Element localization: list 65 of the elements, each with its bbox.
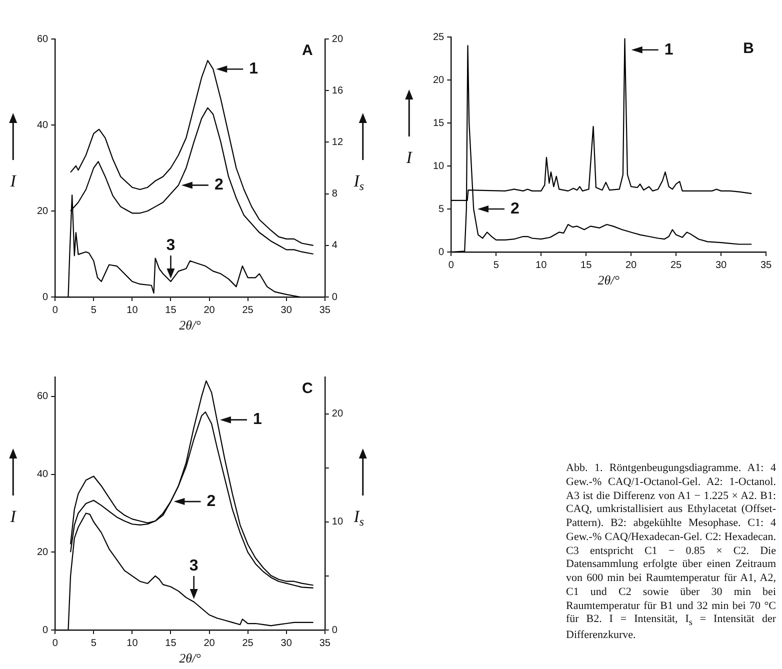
x-tick-label: 25 [242, 638, 254, 649]
x-tick-label: 10 [536, 260, 548, 271]
x-tick-label: 15 [165, 304, 177, 316]
y2-tick-label: 20 [332, 34, 344, 45]
x-tick-label: 20 [625, 260, 638, 271]
y2-tick-label: 10 [332, 516, 344, 528]
x-axis-title: 2θ/° [598, 272, 620, 288]
x-tick-label: 0 [448, 260, 454, 271]
y-tick-label: 25 [433, 32, 445, 43]
x-tick-label: 25 [670, 260, 682, 271]
y-axis-title: I [9, 171, 18, 190]
y-tick-label: 10 [433, 160, 445, 172]
x-tick-label: 30 [715, 260, 728, 271]
annotation: 3 [189, 557, 198, 574]
annotation: 1 [252, 411, 262, 428]
annotation: 1 [249, 60, 258, 78]
x-tick-label: 25 [242, 304, 254, 316]
y2-tick-label: 12 [332, 136, 344, 148]
x-tick-label: 20 [204, 304, 216, 316]
x-tick-label: 35 [760, 260, 772, 271]
x-tick-label: 30 [280, 304, 292, 316]
x-tick-label: 5 [493, 260, 500, 271]
x-tick-label: 10 [126, 304, 138, 316]
x-tick-label: 30 [280, 638, 292, 649]
y-tick-label: 0 [42, 292, 49, 303]
y-tick-label: 40 [37, 120, 49, 131]
y-tick-label: 20 [37, 546, 49, 558]
annotation: B [743, 40, 754, 58]
y-axis-title: I [405, 148, 414, 167]
annotation: 2 [214, 176, 224, 194]
annotation: C [302, 380, 314, 398]
annotation: 2 [206, 492, 216, 510]
annotation: 2 [510, 200, 520, 218]
x-tick-label: 5 [90, 304, 97, 316]
x-tick-label: 0 [52, 638, 58, 649]
x-tick-label: 15 [165, 638, 177, 649]
y2-tick-label: 20 [332, 408, 344, 420]
y2-tick-label: 0 [332, 624, 338, 636]
y2-tick-label: 8 [332, 188, 338, 200]
y2-tick-label: 16 [332, 85, 344, 96]
annotation: 1 [664, 41, 674, 58]
y-tick-label: 15 [433, 118, 445, 129]
y-tick-label: 0 [42, 624, 49, 636]
y-tick-label: 20 [433, 74, 445, 86]
x-tick-label: 20 [204, 638, 216, 649]
y-tick-label: 0 [438, 246, 445, 258]
x-tick-label: 35 [319, 638, 331, 649]
x-axis-title: 2θ/° [179, 650, 201, 666]
x-tick-label: 35 [319, 304, 331, 316]
x-axis-title: 2θ/° [179, 317, 201, 332]
x-tick-label: 5 [90, 638, 97, 649]
text: Abb. 1. Röntgenbeugungsdiagramme. A1: 4 Gew.-% CAQ/1-Octanol-Gel. A2: 1-Octanol. A3 ist die Differenz von A1 − 1.225 × A2. B1: CAQ, umkristallisiert aus Ethylacetat (Offset-Pattern). B2: abgekühlte Mesophase. C1: 4 Gew.-% CAQ/Hexadecan-Gel. C2: Hexadecan. C3 entspricht C1 − 0.85 × C2. Die Datensammlung erfolgte über einen Zeitraum von 600 min bei Raumtemperatur für A1, A2, C1 und C2 sowie über 30 min bei Raumtemperatur für B1 und 32 min bei 70 °C für B2. I = Intensität, I$_{s}$ = Intensität der Differenzkurve. [566, 462, 776, 641]
y-tick-label: 20 [37, 206, 49, 217]
y-tick-label: 5 [438, 204, 445, 215]
y-tick-label: 40 [37, 469, 49, 480]
y2-tick-label: 4 [332, 240, 338, 252]
y-axis-title: I [9, 506, 18, 526]
annotation: 3 [166, 236, 176, 254]
y2-tick-label: 0 [332, 292, 338, 303]
y-tick-label: 60 [37, 34, 49, 45]
y-tick-label: 60 [37, 391, 49, 402]
x-tick-label: 10 [126, 638, 138, 649]
annotation: A [302, 42, 314, 60]
x-tick-label: 0 [52, 304, 58, 316]
x-tick-label: 15 [580, 260, 592, 271]
